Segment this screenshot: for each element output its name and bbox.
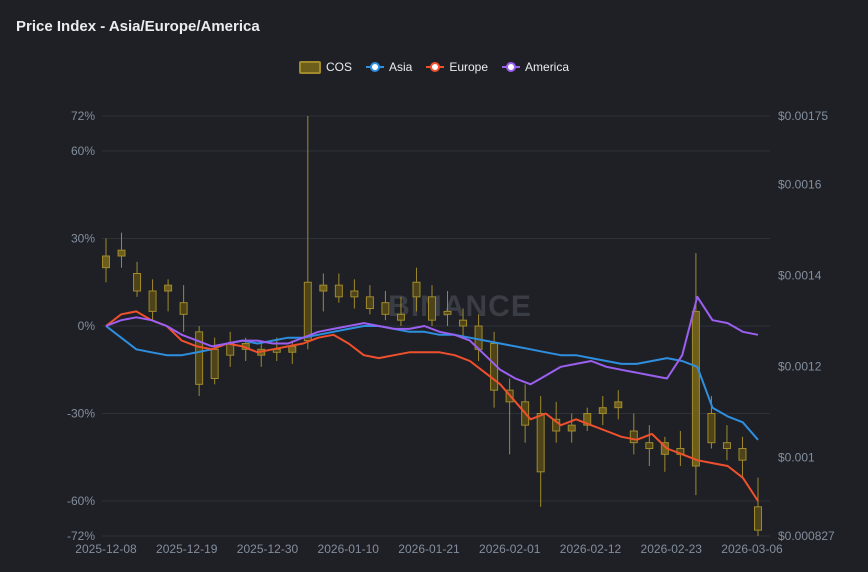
europe-swatch-icon	[426, 62, 445, 72]
x-tick-label: 2025-12-30	[237, 542, 299, 556]
cos-swatch-icon	[298, 60, 321, 74]
legend-item-america[interactable]: America	[502, 60, 569, 74]
legend: COS Asia Europe America	[0, 60, 868, 74]
y-right-tick-label: $0.00175	[778, 109, 828, 123]
x-tick-label: 2025-12-08	[75, 542, 137, 556]
cos-candle[interactable]	[412, 281, 421, 298]
cos-candle[interactable]	[629, 430, 638, 444]
cos-candle[interactable]	[334, 284, 343, 298]
x-tick-label: 2025-12-19	[156, 542, 218, 556]
chart-title: Price Index - Asia/Europe/America	[16, 18, 260, 35]
y-left-tick-label: -30%	[67, 407, 95, 421]
cos-candle[interactable]	[195, 331, 204, 385]
legend-item-cos[interactable]: COS	[298, 60, 352, 74]
cos-candle[interactable]	[583, 413, 592, 426]
legend-label-america: America	[525, 60, 570, 74]
cos-candle[interactable]	[598, 407, 607, 414]
cos-candle[interactable]	[459, 319, 468, 327]
series-line-america[interactable]	[105, 295, 759, 386]
legend-item-asia[interactable]: Asia	[365, 60, 413, 74]
cos-candle[interactable]	[614, 401, 623, 409]
y-right-tick-label: $0.000827	[778, 529, 835, 543]
cos-candle[interactable]	[133, 273, 142, 292]
legend-label-cos: COS	[325, 60, 352, 74]
legend-item-europe[interactable]: Europe	[426, 60, 488, 74]
x-tick-label: 2026-02-01	[479, 542, 541, 556]
cos-candle[interactable]	[754, 506, 762, 531]
cos-candle[interactable]	[303, 281, 312, 342]
legend-label-asia: Asia	[388, 60, 413, 74]
america-swatch-icon	[502, 62, 521, 72]
cos-candle[interactable]	[102, 255, 110, 269]
cos-candle[interactable]	[722, 442, 731, 449]
x-tick-label: 2026-01-21	[398, 542, 460, 556]
cos-candle[interactable]	[707, 413, 716, 444]
x-tick-label: 2026-02-23	[641, 542, 703, 556]
cos-candle[interactable]	[738, 448, 747, 461]
cos-candle[interactable]	[381, 302, 390, 315]
asia-swatch-icon	[365, 62, 384, 72]
series-line-europe[interactable]	[105, 310, 759, 502]
y-left-tick-label: 30%	[71, 232, 95, 246]
cos-candle[interactable]	[210, 348, 219, 380]
y-left-tick-label: -72%	[67, 529, 95, 543]
cos-candle[interactable]	[536, 413, 545, 473]
watermark-text: BINANCE	[388, 290, 532, 323]
y-left-tick-label: -60%	[67, 494, 95, 508]
cos-candle[interactable]	[319, 284, 328, 292]
cos-candle[interactable]	[443, 310, 452, 315]
x-tick-label: 2026-02-12	[560, 542, 622, 556]
cos-candle[interactable]	[117, 249, 126, 257]
cos-candle[interactable]	[567, 424, 576, 432]
cos-candle[interactable]	[428, 296, 436, 321]
legend-label-europe: Europe	[449, 60, 489, 74]
x-tick-label: 2026-03-06	[721, 542, 783, 556]
y-right-tick-label: $0.0014	[778, 268, 822, 282]
cos-candle[interactable]	[148, 290, 157, 312]
cos-candle[interactable]	[365, 296, 374, 310]
cos-candle[interactable]	[288, 345, 297, 353]
cos-candle[interactable]	[396, 313, 405, 321]
cos-candle[interactable]	[179, 302, 188, 315]
y-right-tick-label: $0.0012	[778, 359, 822, 373]
cos-candle[interactable]	[645, 442, 654, 449]
y-left-tick-label: 0%	[78, 319, 96, 333]
cos-candle[interactable]	[164, 284, 173, 292]
x-tick-label: 2026-01-10	[318, 542, 380, 556]
y-right-tick-label: $0.0016	[778, 177, 822, 191]
y-left-tick-label: 72%	[71, 109, 95, 123]
y-left-tick-label: 60%	[71, 144, 95, 158]
y-right-tick-label: $0.001	[778, 450, 815, 464]
cos-candle[interactable]	[350, 290, 359, 298]
cos-candle[interactable]	[691, 310, 700, 467]
